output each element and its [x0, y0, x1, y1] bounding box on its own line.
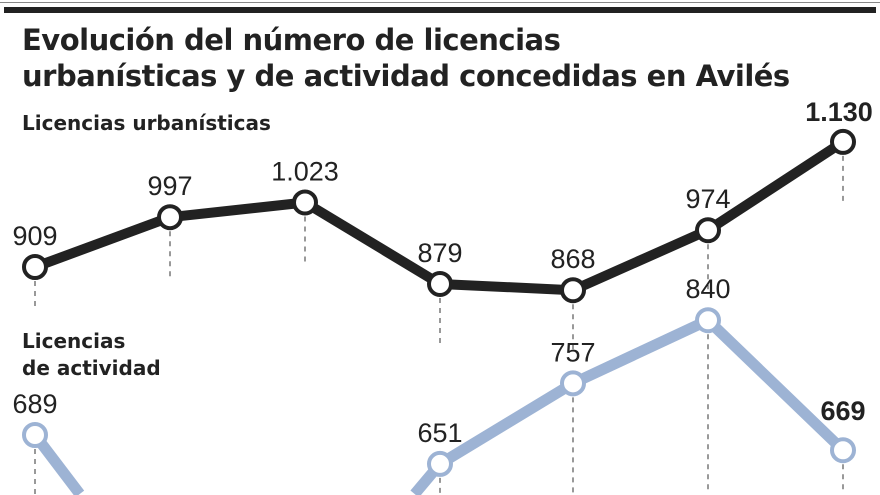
chart-title: Evolución del número de licencias urbaní…	[22, 22, 790, 94]
series-line-urbanisticas	[169, 197, 306, 223]
series-name-label: de actividad	[22, 356, 161, 380]
series-name-label: Licencias	[22, 329, 125, 353]
series-line-urbanisticas	[570, 225, 711, 295]
series-line-actividad	[437, 378, 576, 469]
data-point	[560, 277, 586, 304]
data-label: 840	[685, 274, 730, 304]
data-label: 909	[12, 221, 57, 251]
data-label: 1.023	[271, 156, 339, 186]
series-line-actividad	[570, 315, 711, 389]
data-label: 868	[550, 244, 595, 274]
data-label: 974	[685, 184, 730, 214]
data-point	[427, 270, 453, 297]
series-line-urbanisticas	[33, 212, 172, 272]
data-point	[830, 437, 856, 464]
data-label: 669	[820, 396, 865, 426]
series-line-urbanisticas	[302, 198, 443, 289]
data-label: 879	[417, 238, 462, 268]
data-point	[22, 422, 48, 448]
data-point	[695, 217, 721, 244]
data-label: 757	[550, 337, 595, 367]
series-line-urbanisticas	[439, 278, 574, 296]
title-line-2: urbanísticas y de actividad concedidas e…	[22, 59, 790, 93]
series-line-urbanisticas	[705, 137, 846, 235]
top-rule-thin	[0, 2, 880, 3]
data-point	[157, 204, 183, 231]
data-label: 689	[12, 389, 57, 419]
title-line-1: Evolución del número de licencias	[22, 23, 561, 57]
data-label: 651	[417, 418, 462, 448]
data-point	[695, 307, 721, 334]
data-point	[560, 370, 586, 397]
data-label: 997	[147, 171, 192, 201]
data-point	[427, 450, 453, 477]
data-label: 1.130	[805, 97, 873, 127]
top-rule-thick	[4, 7, 876, 13]
data-point	[292, 189, 318, 216]
data-point	[830, 128, 856, 155]
series-name-label: Licencias urbanísticas	[22, 111, 271, 135]
series-line-actividad	[704, 316, 847, 455]
data-point	[22, 254, 48, 280]
